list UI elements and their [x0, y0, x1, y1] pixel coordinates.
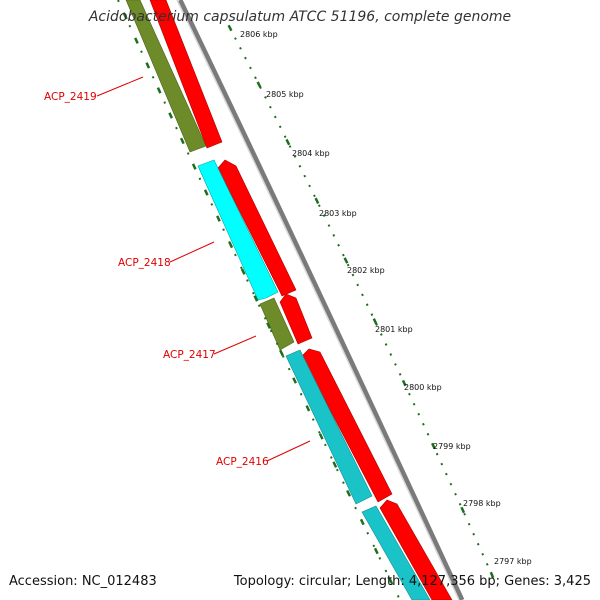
leader-acp2419 [96, 76, 144, 97]
cds-red-1 [149, 0, 223, 149]
genome-backbone [177, 0, 465, 600]
outer-ring-major-tick [227, 24, 233, 32]
inner-ring-major-tick [240, 268, 246, 275]
cds-cyan-acp2418 [197, 159, 279, 301]
inner-ring-major-tick [122, 12, 128, 20]
kbp-label-2799: 2799 kbp [433, 442, 471, 451]
kbp-label-2797: 2797 kbp [494, 557, 532, 566]
inner-ring-major-tick [156, 87, 162, 94]
gene-label-acp2419: ACP_2419 [44, 91, 97, 103]
outer-ring-major-tick [372, 318, 378, 325]
inner-major-ticks [122, 12, 393, 584]
inner-ring-major-tick [253, 295, 259, 302]
outer-ring-major-tick [431, 442, 436, 450]
cds-red-4 [301, 348, 393, 503]
inner-ring-major-tick [305, 405, 311, 412]
leader-acp2416 [266, 440, 311, 462]
outer-ring-major-tick [256, 81, 262, 88]
gene-label-acp2418: ACP_2418 [118, 257, 171, 269]
gene-label-acp2416: ACP_2416 [216, 456, 269, 468]
inner-ring-major-tick [346, 489, 351, 497]
inner-ring-major-tick [387, 577, 393, 584]
map-title: Acidobacterium capsulatum ATCC 51196, co… [88, 9, 512, 25]
kbp-label-2801: 2801 kbp [375, 325, 413, 334]
outer-ring-major-tick [314, 197, 320, 205]
inner-ring-major-tick [292, 377, 298, 384]
inner-ring-major-tick [168, 112, 174, 119]
inner-ring-major-tick [216, 215, 221, 222]
outer-ring-major-tick [489, 571, 495, 579]
outer-ring-major-tick [401, 379, 407, 387]
kbp-label-2803: 2803 kbp [319, 209, 357, 218]
cds-teal-acp2416 [285, 349, 373, 505]
inner-ring-major-tick [359, 518, 365, 526]
inner-ring-major-tick [266, 322, 272, 329]
inner-tick-ring [117, 0, 401, 600]
outer-ring-major-tick [460, 506, 466, 514]
outer-ring-major-tick [285, 138, 291, 146]
leader-acp2418 [169, 241, 215, 263]
genome-summary-text: Topology: circular; Length: 4,127,356 bp… [233, 574, 591, 589]
genome-backbone-highlight [176, 0, 460, 600]
cds-red-2 [217, 159, 297, 297]
cds-olive-acp2419 [125, 0, 207, 153]
leader-acp2417 [213, 335, 257, 355]
inner-ring-major-tick [318, 433, 324, 440]
inner-ring-major-tick [228, 241, 234, 249]
cds-teal-next [361, 505, 431, 600]
cds-red-5 [379, 499, 453, 600]
gene-label-acp2417: ACP_2417 [163, 349, 216, 361]
kbp-label-2800: 2800 kbp [404, 383, 442, 392]
kbp-label-2806: 2806 kbp [240, 30, 278, 39]
inner-ring-major-tick [279, 349, 284, 357]
outer-major-ticks [227, 24, 495, 579]
inner-ring-major-tick [145, 62, 151, 69]
inner-ring-major-tick [179, 137, 185, 145]
cds-olive-acp2417 [259, 297, 295, 351]
inner-ring-major-tick [203, 189, 209, 196]
inner-ring-major-tick [191, 163, 197, 170]
kbp-label-2798: 2798 kbp [463, 499, 501, 508]
inner-ring-major-tick [134, 37, 139, 44]
kbp-label-2804: 2804 kbp [292, 149, 330, 158]
accession-text: Accession: NC_012483 [9, 574, 157, 589]
inner-ring-major-tick [373, 547, 379, 555]
outer-ring-major-tick [343, 257, 349, 264]
cds-red-3 [279, 293, 313, 345]
inner-ring-major-tick [332, 461, 338, 468]
kbp-label-2805: 2805 kbp [266, 90, 304, 99]
kbp-label-2802: 2802 kbp [347, 266, 385, 275]
